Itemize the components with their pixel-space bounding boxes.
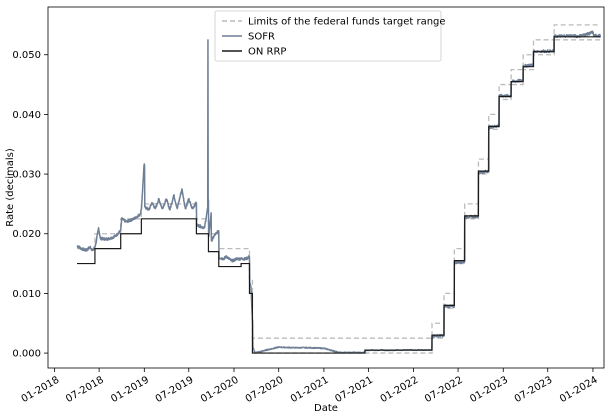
legend: Limits of the federal funds target range…	[214, 10, 446, 62]
legend-label-onrrp: ON RRP	[248, 47, 286, 58]
y-axis: 0.000 0.010 0.020 0.030 0.040 0.050	[12, 50, 48, 360]
y-axis-label: Rate (decimals)	[5, 148, 16, 227]
y-tick-label: 0.000	[12, 349, 41, 360]
series-onrrp	[76, 36, 601, 354]
plot-area	[76, 24, 602, 354]
y-tick-label: 0.040	[12, 110, 41, 121]
y-tick-label: 0.050	[12, 50, 41, 61]
axes-frame	[47, 6, 605, 369]
legend-box	[214, 10, 442, 62]
series-sofr	[76, 30, 602, 354]
y-tick-label: 0.030	[12, 170, 41, 181]
legend-label-limits: Limits of the federal funds target range	[248, 17, 446, 28]
legend-label-sofr: SOFR	[248, 32, 275, 43]
y-tick-label: 0.010	[12, 289, 41, 300]
y-tick-label: 0.020	[12, 229, 41, 240]
x-axis-label: Date	[314, 403, 338, 414]
